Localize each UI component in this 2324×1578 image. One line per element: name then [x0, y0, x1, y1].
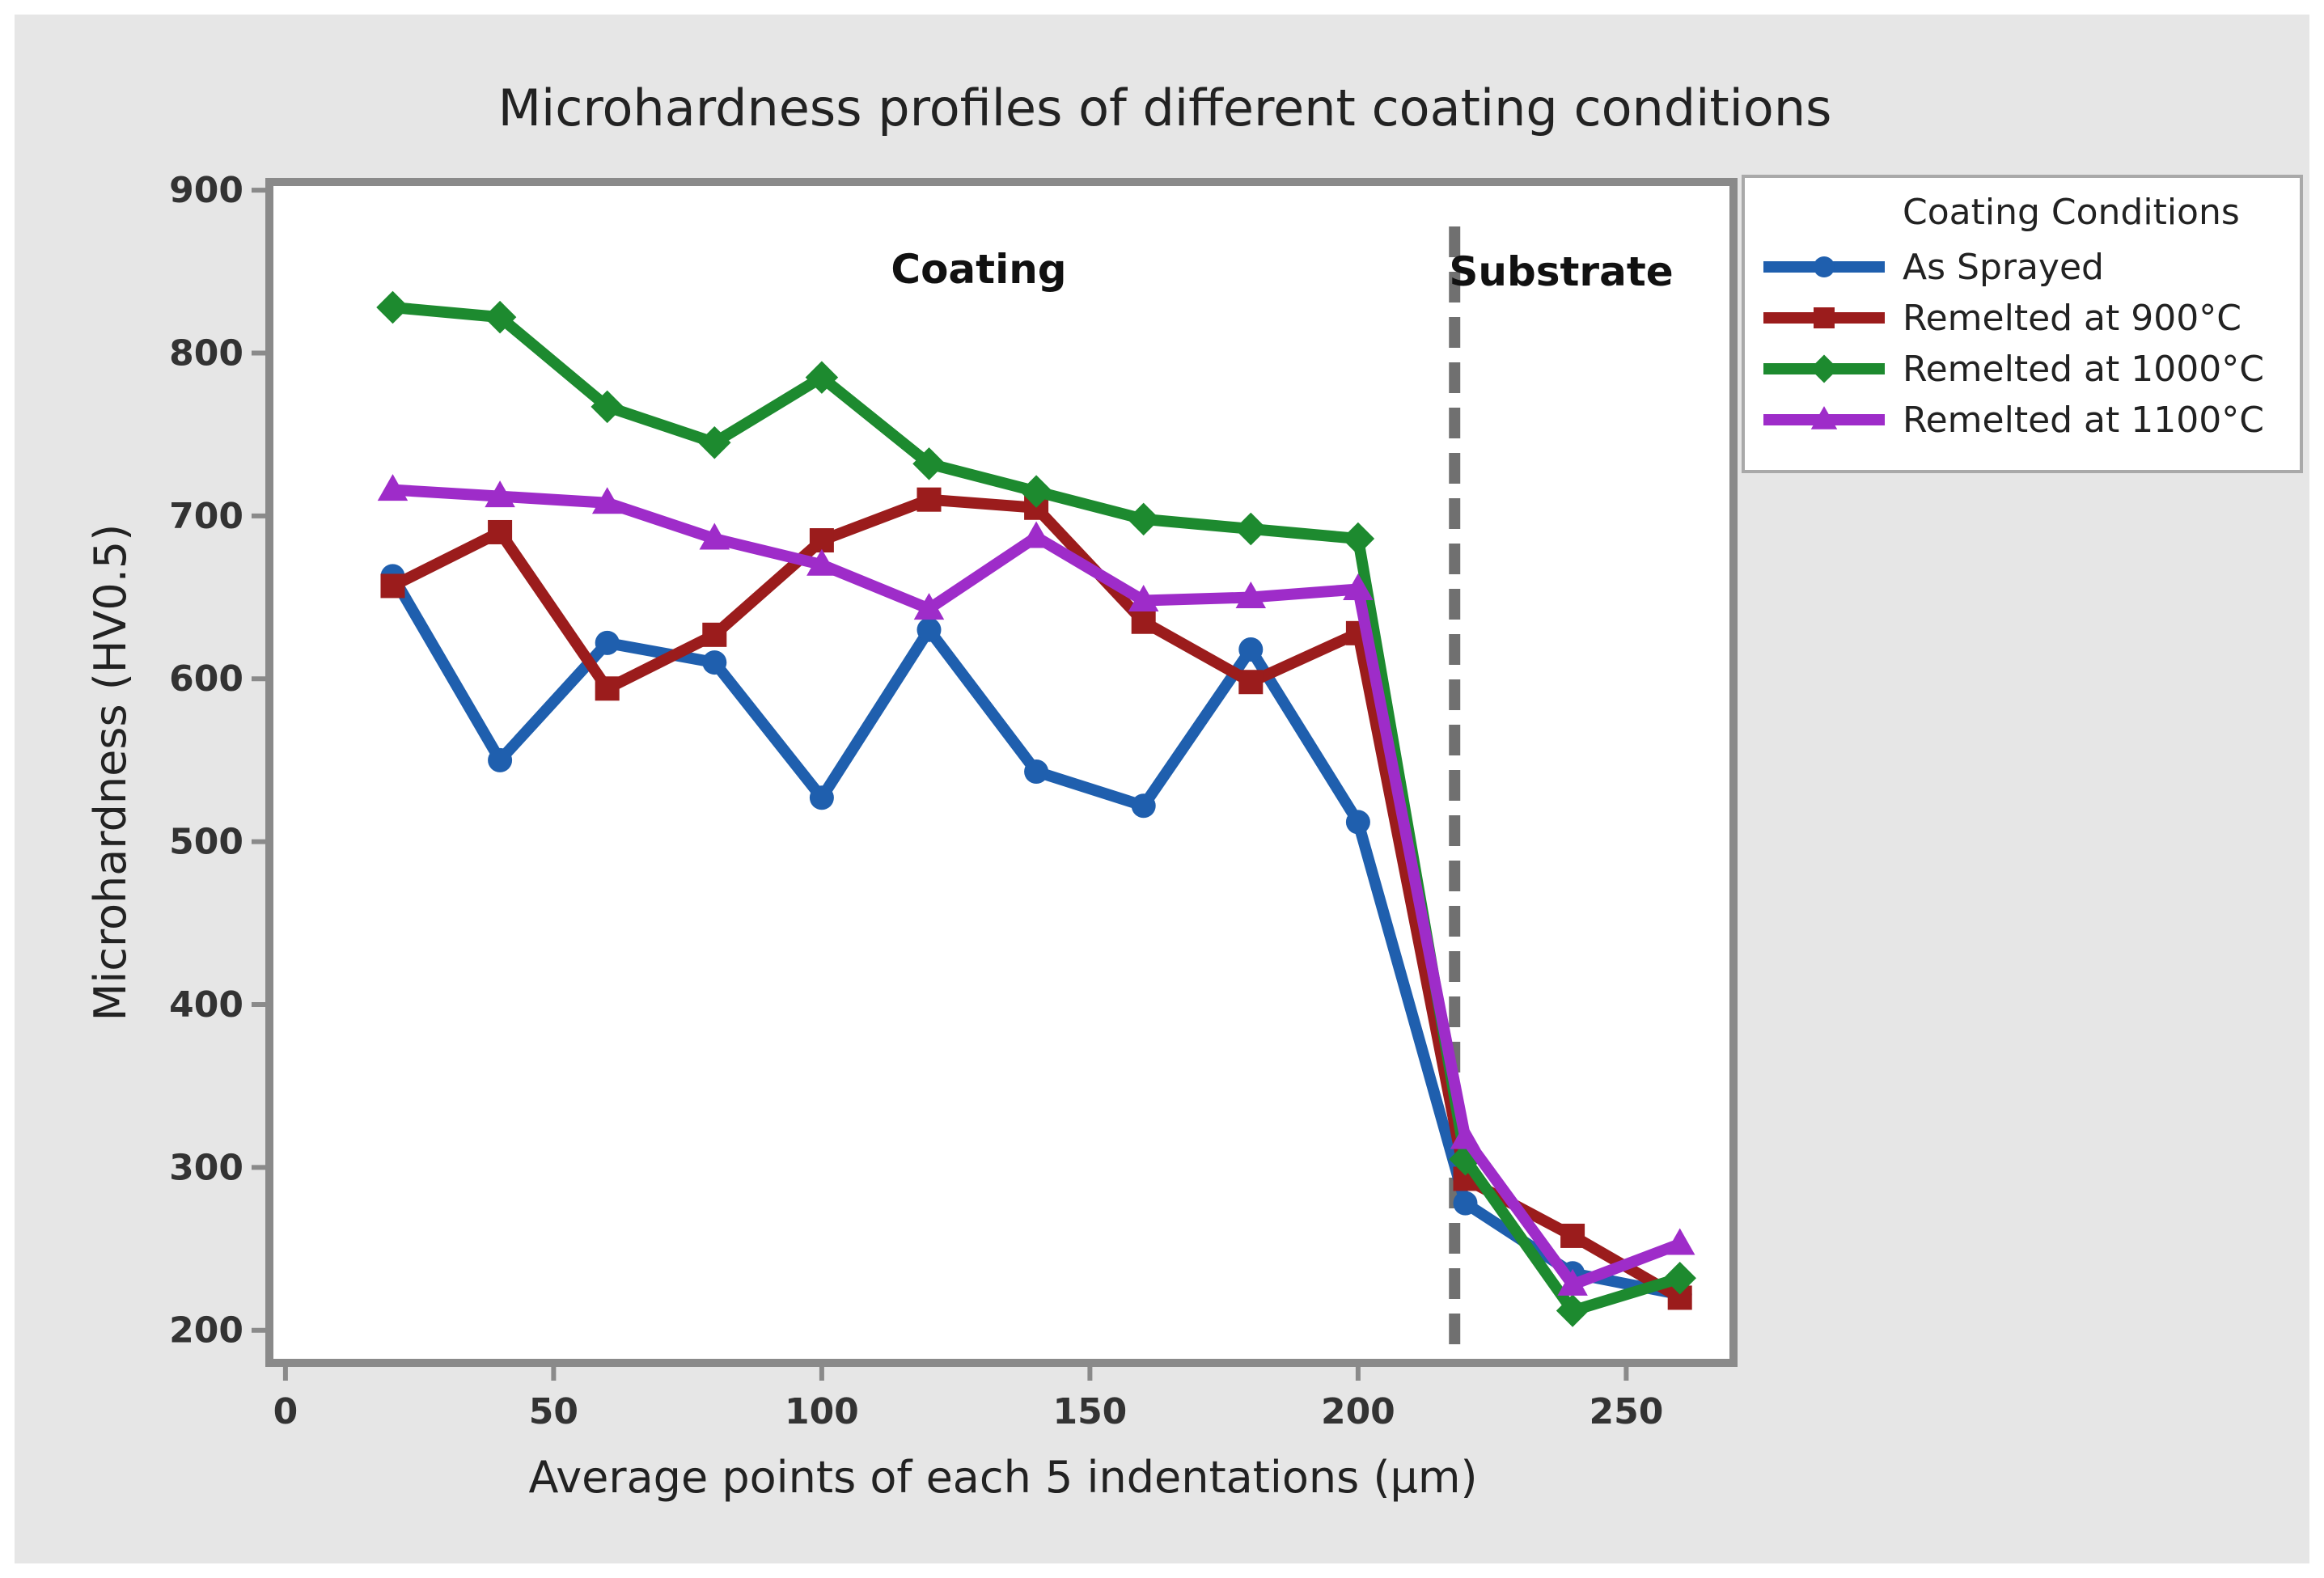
- legend-entry: Remelted at 900°C: [1763, 298, 2241, 339]
- data-point: [702, 650, 727, 675]
- data-point: [595, 630, 620, 655]
- x-axis: 0 50 100 150 200 250: [273, 1363, 1663, 1432]
- data-point: [806, 548, 837, 576]
- data-point: [805, 361, 839, 394]
- x-tick-label: 250: [1589, 1391, 1663, 1432]
- data-point: [1560, 1223, 1585, 1248]
- legend-label: Remelted at 1100°C: [1903, 400, 2264, 441]
- data-point: [699, 522, 730, 550]
- chart-title: Microhardness profiles of different coat…: [498, 78, 1832, 137]
- plot-area: [265, 178, 1738, 1367]
- legend-swatch-marker: [1810, 354, 1839, 383]
- data-point: [809, 528, 834, 553]
- y-axis: 200 300 400 500 600 700 800 900: [169, 170, 269, 1352]
- data-point: [1024, 759, 1049, 784]
- coating-region-label: Coating: [891, 246, 1066, 293]
- legend-swatch-marker: [1814, 307, 1835, 328]
- y-tick-label: 700: [169, 496, 243, 537]
- data-point: [916, 617, 942, 642]
- data-point: [1450, 1122, 1481, 1149]
- legend-label: Remelted at 1000°C: [1903, 349, 2264, 390]
- data-point: [1453, 1191, 1478, 1216]
- plot-frame: [265, 178, 1738, 1367]
- data-point: [1556, 1294, 1590, 1327]
- data-point: [1127, 502, 1160, 536]
- data-point: [1131, 609, 1156, 634]
- y-tick-label: 600: [169, 658, 243, 700]
- data-point: [591, 487, 623, 514]
- legend-label: Remelted at 900°C: [1903, 298, 2241, 339]
- x-tick-label: 50: [529, 1391, 578, 1432]
- data-point: [702, 622, 727, 647]
- data-point: [1664, 1228, 1695, 1255]
- data-point: [913, 593, 945, 620]
- data-point: [1021, 521, 1052, 548]
- data-point: [1234, 512, 1268, 546]
- x-tick-label: 200: [1321, 1391, 1395, 1432]
- data-point: [1343, 573, 1374, 600]
- legend-entry: As Sprayed: [1763, 247, 2104, 288]
- y-axis-label: Microhardness (HV0.5): [85, 524, 136, 1022]
- substrate-region-label: Substrate: [1449, 248, 1673, 295]
- data-point: [698, 425, 731, 459]
- data-point: [595, 676, 620, 701]
- data-point: [1131, 793, 1156, 819]
- x-tick-label: 100: [785, 1391, 859, 1432]
- y-tick-label: 200: [169, 1310, 243, 1352]
- data-point: [916, 487, 942, 512]
- data-point: [1341, 522, 1375, 556]
- y-tick-label: 800: [169, 332, 243, 374]
- data-point: [1128, 585, 1159, 612]
- y-tick-label: 300: [169, 1147, 243, 1188]
- legend-swatch-marker: [1810, 406, 1838, 429]
- y-tick-label: 500: [169, 822, 243, 863]
- x-tick-label: 150: [1052, 1391, 1127, 1432]
- legend-label: As Sprayed: [1903, 247, 2104, 288]
- data-point: [380, 573, 405, 599]
- y-tick-label: 400: [169, 984, 243, 1026]
- data-point: [376, 290, 409, 324]
- legend-title: Coating Conditions: [1903, 192, 2240, 233]
- series-4: [377, 474, 1695, 1296]
- data-point: [488, 519, 513, 544]
- series-layer: [376, 290, 1696, 1327]
- data-point: [809, 785, 834, 810]
- data-point: [488, 747, 513, 772]
- x-axis-label: Average points of each 5 indentations (μ…: [528, 1452, 1477, 1503]
- legend-entry: Remelted at 1100°C: [1763, 400, 2264, 441]
- data-point: [1238, 670, 1264, 695]
- data-point: [1557, 1268, 1588, 1296]
- x-tick-label: 0: [273, 1391, 298, 1432]
- data-point: [1235, 582, 1267, 609]
- legend-entry: Remelted at 1000°C: [1763, 349, 2264, 390]
- legend-swatch-marker: [1814, 256, 1835, 277]
- data-point: [1019, 475, 1053, 508]
- data-point: [485, 480, 515, 508]
- plot-background: [269, 182, 1733, 1363]
- data-point: [1238, 637, 1264, 662]
- data-point: [591, 390, 624, 424]
- legend: Coating Conditions As Sprayed Remelted at…: [1742, 175, 2303, 473]
- legend-entries: As Sprayed Remelted at 900°C Remelted at 1…: [1763, 247, 2264, 441]
- data-point: [483, 300, 517, 334]
- data-point: [377, 474, 408, 501]
- y-tick-label: 900: [169, 170, 243, 211]
- data-point: [912, 447, 946, 480]
- data-point: [1663, 1262, 1696, 1295]
- data-point: [1345, 810, 1370, 835]
